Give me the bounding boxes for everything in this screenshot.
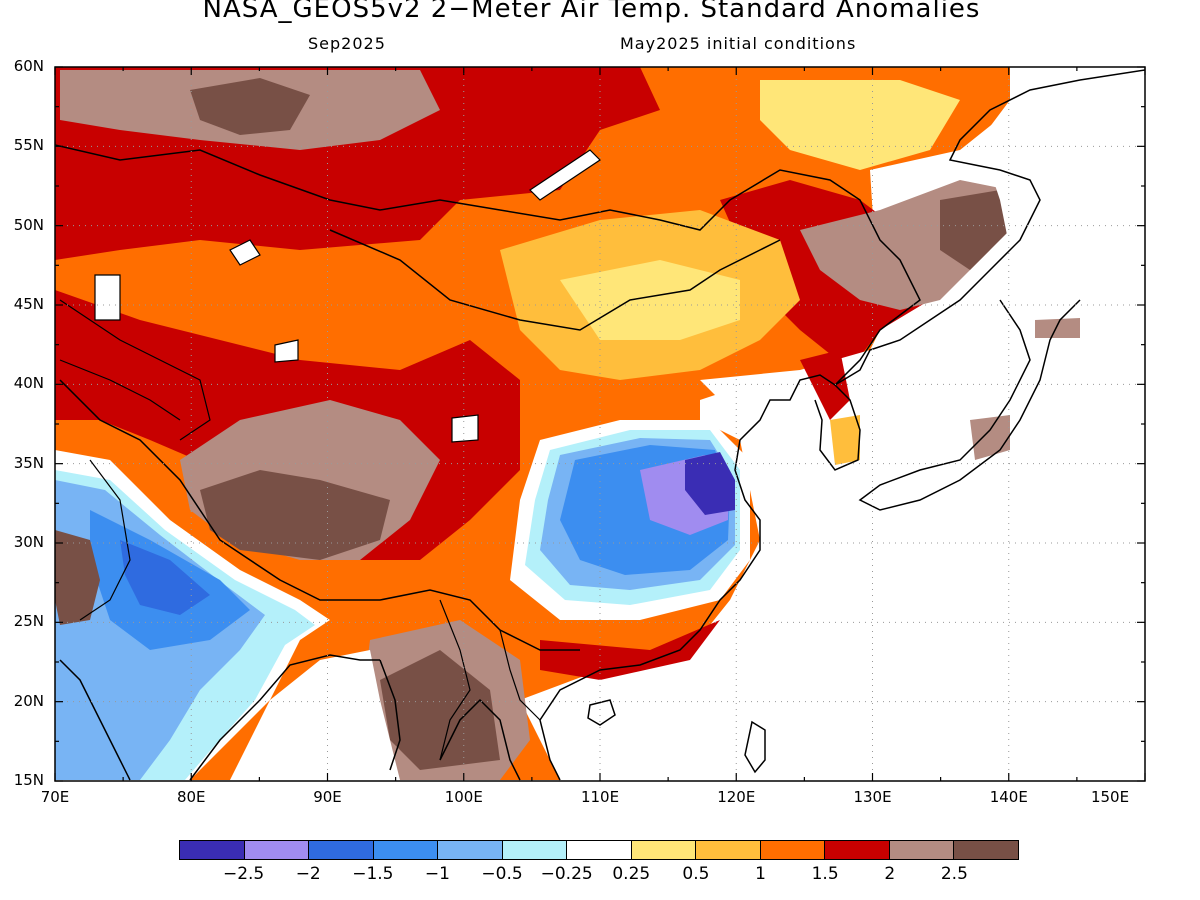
colorbar-label: −1 [424,864,450,884]
coastline-taiwan [744,720,766,774]
border-china-north [55,144,921,386]
longitude-label: 150E [1090,788,1130,806]
anomaly-field [55,67,1145,781]
colorbar-label: −2.5 [222,864,265,884]
anomaly-region-indigo-eastchina [685,452,735,515]
colorbar-label: 2.5 [940,864,968,884]
graticule [55,67,1145,781]
axis-ticks [54,66,1146,782]
anomaly-region-darkbrown-west [190,78,310,135]
border-mongolia-south [329,229,781,331]
latitude-label: 40N [13,374,44,393]
anomaly-region-darkbrown-manchuria [940,190,1010,270]
anomaly-region-deepblue-india [120,540,210,615]
colorbar-bin [696,841,761,859]
latitude-label: 50N [13,215,44,234]
colorbar-label: 1.5 [811,864,839,884]
coastline-east-asia [539,69,1145,781]
colorbar-bin [567,841,632,859]
colorbar-bin [631,841,697,859]
colorbar-bin [309,841,374,859]
latitude-label: 25N [13,612,44,631]
anomaly-region-red-south [540,620,720,680]
coastline-korea [814,384,861,471]
anomaly-region-paleyellow-mongolia [560,260,740,340]
coastline-hainan [587,699,616,726]
forecast-month: Sep2025 [308,34,386,53]
longitude-label: 100E [444,788,483,806]
lake-aral [94,274,121,321]
latitude-label: 55N [13,136,44,155]
anomaly-region-brown-hokkaido [1035,318,1080,338]
ocean-bay-of-bengal [230,650,400,780]
anomaly-region-darkbrown-indochina [380,650,500,770]
latitude-label: 15N [13,771,44,789]
colorbar-label: −1.5 [352,864,394,884]
longitude-label: 80E [176,788,206,806]
colorbar-label: 1 [755,864,766,884]
longitude-label: 110E [580,788,620,806]
anomaly-region-darkbrown-tibet [200,470,390,560]
colorbar-label: −0.25 [540,864,593,884]
coastline-india [59,654,380,781]
lake-baikal [529,149,601,201]
latitude-label: 20N [13,691,44,710]
longitude-label: 130E [853,788,892,806]
latitude-label: 45N [13,295,44,313]
border-western [59,299,211,621]
coastline-japan [858,299,1081,511]
colorbar-bin [825,841,890,859]
lake-balkhash [229,239,261,266]
latitude-label: 30N [13,533,44,551]
colorbar-bin [889,841,955,859]
latitude-label: 60N [13,57,44,75]
anomaly-region-red-korea [800,350,850,420]
colorbar-label: −0.5 [481,864,523,884]
colorbar-label: 0.5 [682,864,710,884]
colorbar-bin [502,841,568,859]
longitude-label: 70E [40,788,70,806]
ocean-east [690,67,1145,780]
colorbar-label: 2 [884,864,896,884]
colorbar-bin [954,841,1018,859]
initial-conditions-label: May2025 initial conditions [620,34,857,53]
colorbar-label: 0.25 [612,864,651,884]
lake-issyk-kul [274,339,299,363]
longitude-label: 120E [717,788,756,806]
colorbar-bin [438,841,503,859]
lake-qinghai [451,414,479,443]
colorbar-bin [760,841,826,859]
map-title: NASA_GEOS5v2 2−Meter Air Temp. Standard … [202,0,981,24]
colorbar-bin [180,841,245,859]
colorbar-label: −2 [295,864,321,884]
border-indochina [439,599,541,761]
colorbar-bin [373,841,439,859]
anomaly-region-brown-pakistan [55,530,100,625]
colorbar [179,840,1019,860]
anomaly-region-yellow-korea [830,415,860,465]
latitude-label: 35N [13,453,44,472]
longitude-label: 90E [313,788,342,806]
colorbar-bin [244,841,310,859]
longitude-label: 140E [989,788,1028,806]
coastline-indochina [379,659,521,781]
anomaly-region-paleyellow-north [760,80,960,170]
